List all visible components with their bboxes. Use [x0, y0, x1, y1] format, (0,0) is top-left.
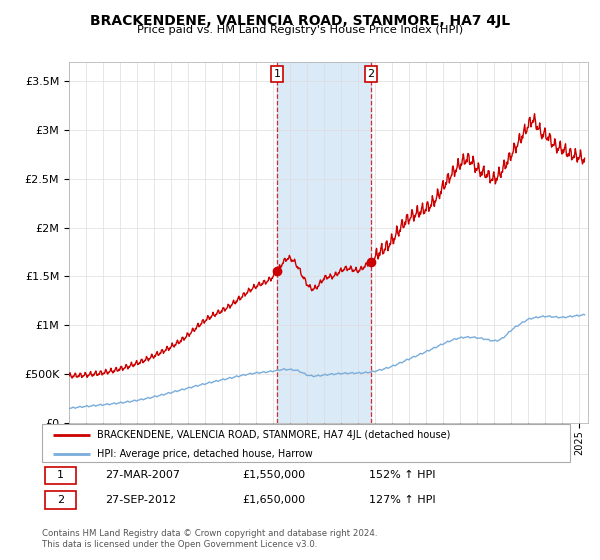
- Text: HPI: Average price, detached house, Harrow: HPI: Average price, detached house, Harr…: [97, 449, 313, 459]
- Text: 1: 1: [274, 69, 281, 80]
- FancyBboxPatch shape: [44, 491, 76, 509]
- FancyBboxPatch shape: [42, 424, 570, 462]
- Text: 2: 2: [57, 495, 64, 505]
- Text: 1: 1: [57, 470, 64, 480]
- Text: £1,650,000: £1,650,000: [242, 495, 306, 505]
- Text: BRACKENDENE, VALENCIA ROAD, STANMORE, HA7 4JL (detached house): BRACKENDENE, VALENCIA ROAD, STANMORE, HA…: [97, 430, 451, 440]
- Text: 127% ↑ HPI: 127% ↑ HPI: [370, 495, 436, 505]
- Text: 27-SEP-2012: 27-SEP-2012: [106, 495, 176, 505]
- Text: Price paid vs. HM Land Registry's House Price Index (HPI): Price paid vs. HM Land Registry's House …: [137, 25, 463, 35]
- Text: 152% ↑ HPI: 152% ↑ HPI: [370, 470, 436, 480]
- Text: 27-MAR-2007: 27-MAR-2007: [106, 470, 181, 480]
- FancyBboxPatch shape: [44, 466, 76, 484]
- Text: £1,550,000: £1,550,000: [242, 470, 306, 480]
- Bar: [277, 62, 371, 423]
- Text: 2: 2: [367, 69, 374, 80]
- Text: Contains HM Land Registry data © Crown copyright and database right 2024.
This d: Contains HM Land Registry data © Crown c…: [42, 529, 377, 549]
- Text: BRACKENDENE, VALENCIA ROAD, STANMORE, HA7 4JL: BRACKENDENE, VALENCIA ROAD, STANMORE, HA…: [90, 14, 510, 28]
